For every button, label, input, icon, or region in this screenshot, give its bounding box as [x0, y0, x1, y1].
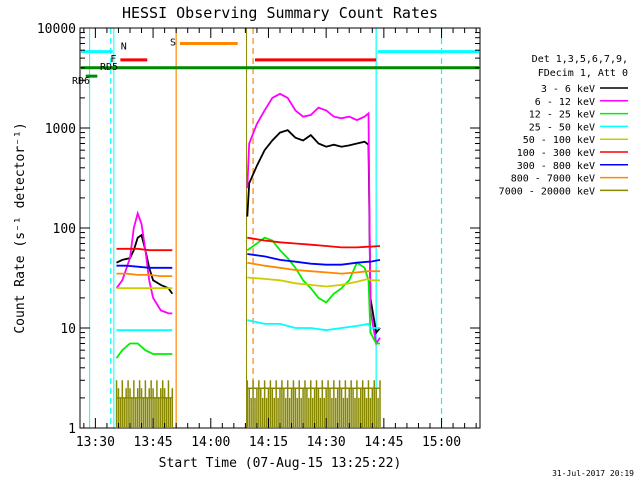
y-tick-label: 1	[68, 422, 76, 437]
series-4-seg2	[247, 276, 380, 288]
series-8-seg2	[246, 380, 381, 427]
x-tick-label: 14:30	[307, 435, 346, 450]
series-6-seg1	[116, 264, 173, 269]
series-0-seg2	[246, 129, 381, 335]
legend-entry-label: 12 - 25 keV	[529, 110, 595, 121]
legend-entry-label: 100 - 300 keV	[517, 148, 595, 159]
x-tick-label: 15:00	[422, 435, 461, 450]
y-tick-label: 100	[53, 222, 76, 237]
series-6-seg2	[247, 253, 381, 266]
x-tick-label: 13:45	[134, 435, 173, 450]
x-tick-label: 14:45	[364, 435, 403, 450]
y-tick-label: 10	[60, 322, 76, 337]
series-7-seg2	[247, 261, 380, 275]
x-axis-label: Start Time (07-Aug-15 13:25:22)	[159, 456, 402, 471]
series-1-seg2	[246, 92, 381, 346]
series-1-seg1	[115, 210, 173, 315]
series-7-seg1	[116, 272, 173, 277]
series-3-seg2	[247, 319, 380, 332]
x-tick-label: 14:00	[191, 435, 230, 450]
legend-entry-label: 300 - 800 keV	[517, 161, 595, 172]
data-layer: NF S RD5 RD6	[72, 28, 479, 428]
y-axis-label: Count Rate (s⁻¹ detector⁻¹)	[13, 122, 28, 333]
legend-entry-label: 7000 - 20000 keV	[499, 186, 595, 197]
legend-header-line: FDecim 1, Att 0	[538, 68, 628, 79]
x-tick-label: 14:15	[249, 435, 288, 450]
state-label-RD5: RD5	[100, 62, 118, 73]
chart-title: HESSI Observing Summary Count Rates	[122, 4, 438, 22]
state-label-RD6: RD6	[72, 76, 90, 87]
series-2-seg1	[115, 342, 173, 359]
series-5-seg1	[116, 247, 173, 252]
axes-layer: 1 10 100 1000 10000 13:30 13:45 14:00 14:15 14:30…	[37, 22, 480, 450]
y-tick-label: 10000	[37, 22, 76, 37]
series-8-seg1	[115, 380, 174, 427]
plot-frame	[79, 27, 481, 429]
y-tick-label: 1000	[45, 122, 76, 137]
state-label-F: F	[110, 54, 116, 65]
state-label-N: N	[121, 42, 127, 53]
legend-entry-label: 800 - 7000 keV	[511, 174, 595, 185]
legend-entry-label: 6 - 12 keV	[535, 97, 595, 108]
legend-entry-label: 50 - 100 keV	[523, 135, 595, 146]
x-tick-label: 13:30	[76, 435, 115, 450]
state-label-S: S	[170, 37, 176, 48]
legend-entry-label: 25 - 50 keV	[529, 122, 595, 133]
series-5-seg2	[247, 236, 381, 249]
footer-date: 31-Jul-2017 20:19	[552, 469, 634, 478]
legend: Det 1,3,5,6,7,9, FDecim 1, Att 0 3 - 6 keV…	[499, 54, 628, 197]
legend-header-line: Det 1,3,5,6,7,9,	[532, 54, 628, 65]
legend-entry-label: 3 - 6 keV	[541, 84, 595, 95]
